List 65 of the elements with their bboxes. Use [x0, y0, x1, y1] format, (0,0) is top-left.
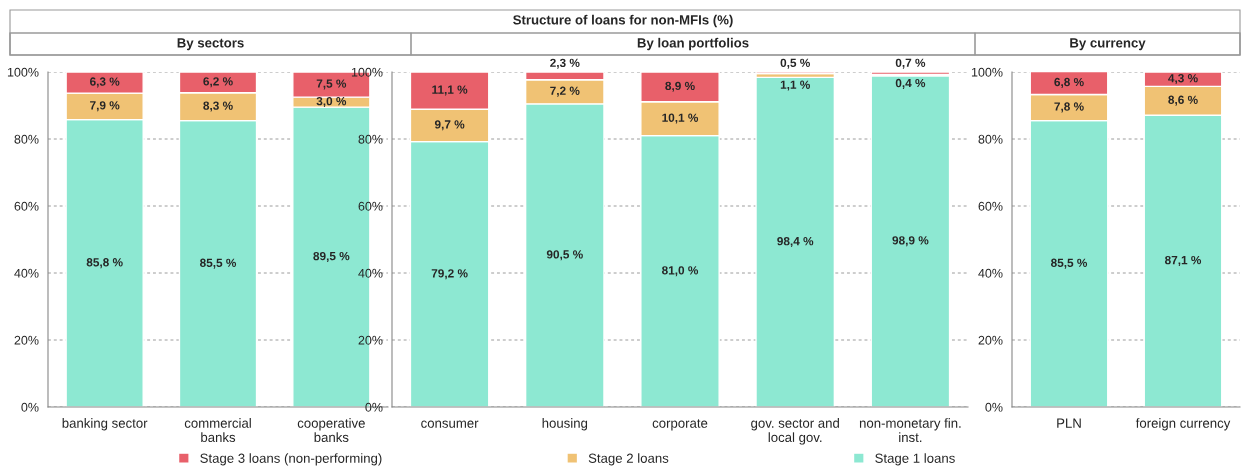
x-tick-label: cooperative banks	[297, 418, 365, 443]
data-label: 7,9 %	[90, 101, 120, 112]
y-tick-label: 0%	[21, 402, 39, 412]
data-label: 6,3 %	[90, 77, 120, 88]
data-label: 11,1 %	[432, 85, 468, 96]
data-label: 6,8 %	[1054, 77, 1084, 88]
data-label: 98,4 %	[777, 236, 814, 248]
data-label: 89,5 %	[313, 251, 350, 262]
y-tick-label: 40%	[978, 268, 1003, 278]
y-tick-label: 60%	[358, 201, 383, 211]
data-label: 7,5 %	[316, 79, 347, 90]
y-tick-label: 60%	[978, 201, 1003, 211]
y-tick-label: 20%	[14, 335, 39, 345]
y-tick-label: 100%	[7, 67, 39, 77]
data-label: 90,5 %	[546, 250, 583, 261]
y-tick-label: 100%	[971, 67, 1003, 77]
y-tick-label: 40%	[358, 268, 383, 278]
data-label: 7,8 %	[1054, 102, 1084, 113]
x-tick-label: commercial banks	[184, 418, 251, 443]
y-tick-label: 0%	[365, 402, 383, 412]
chart-title: By sectors	[177, 38, 244, 51]
data-label: 87,1 %	[1165, 255, 1202, 266]
x-tick-label: housing	[542, 418, 588, 431]
data-label: 3,0 %	[316, 96, 347, 108]
chart-title: By loan portfolios	[637, 37, 749, 51]
y-tick-label: 20%	[978, 335, 1003, 345]
x-tick-label: PLN	[1057, 418, 1081, 428]
data-label: 85,8 %	[86, 258, 123, 269]
y-tick-label: 20%	[358, 335, 383, 345]
chart-title: By currency	[1070, 38, 1146, 51]
y-tick-label: 100%	[351, 67, 383, 77]
data-label: 9,7 %	[434, 120, 465, 131]
x-tick-label: banking sector	[62, 418, 148, 431]
data-label: 2,3 %	[550, 58, 580, 69]
y-tick-label: 0%	[985, 402, 1003, 412]
data-label: 1,1 %	[780, 80, 810, 91]
data-label: 8,3 %	[203, 101, 233, 112]
data-label: 85,5 %	[1051, 258, 1088, 269]
data-label: 0,5 %	[780, 58, 810, 69]
y-tick-label: 80%	[978, 134, 1003, 144]
data-label: 81,0 %	[662, 266, 699, 277]
legend-label: Stage 2 loans	[588, 453, 669, 466]
y-tick-label: 80%	[358, 134, 383, 144]
data-label: 6,2 %	[203, 77, 233, 88]
data-label: 4,3 %	[1168, 74, 1198, 85]
y-tick-label: 80%	[14, 134, 39, 144]
x-tick-label: consumer	[421, 420, 479, 428]
data-label: 8,9 %	[665, 81, 695, 92]
data-label: 98,9 %	[892, 236, 929, 247]
data-label: 8,6 %	[1168, 95, 1198, 106]
data-label: 7,2 %	[550, 86, 580, 97]
legend-label: Stage 3 loans (non-performing)	[200, 453, 382, 466]
x-tick-label: foreign currency	[1135, 418, 1231, 431]
y-tick-label: 40%	[14, 268, 39, 278]
x-tick-label: non-monetary fin. inst.	[859, 418, 961, 443]
data-label: 79,2 %	[431, 269, 468, 280]
data-label: 0,4 %	[895, 78, 926, 89]
data-label: 0,7 %	[895, 58, 926, 69]
legend-label: Stage 1 loans	[875, 453, 955, 466]
data-label: 10,1 %	[662, 113, 699, 124]
text: Structure of loans for non-MFIs (%)	[513, 14, 733, 28]
x-tick-label: corporate	[652, 419, 708, 431]
data-label: 85,5 %	[200, 258, 237, 269]
y-tick-label: 60%	[14, 201, 39, 211]
x-tick-label: gov. sector and local gov.	[751, 418, 839, 445]
